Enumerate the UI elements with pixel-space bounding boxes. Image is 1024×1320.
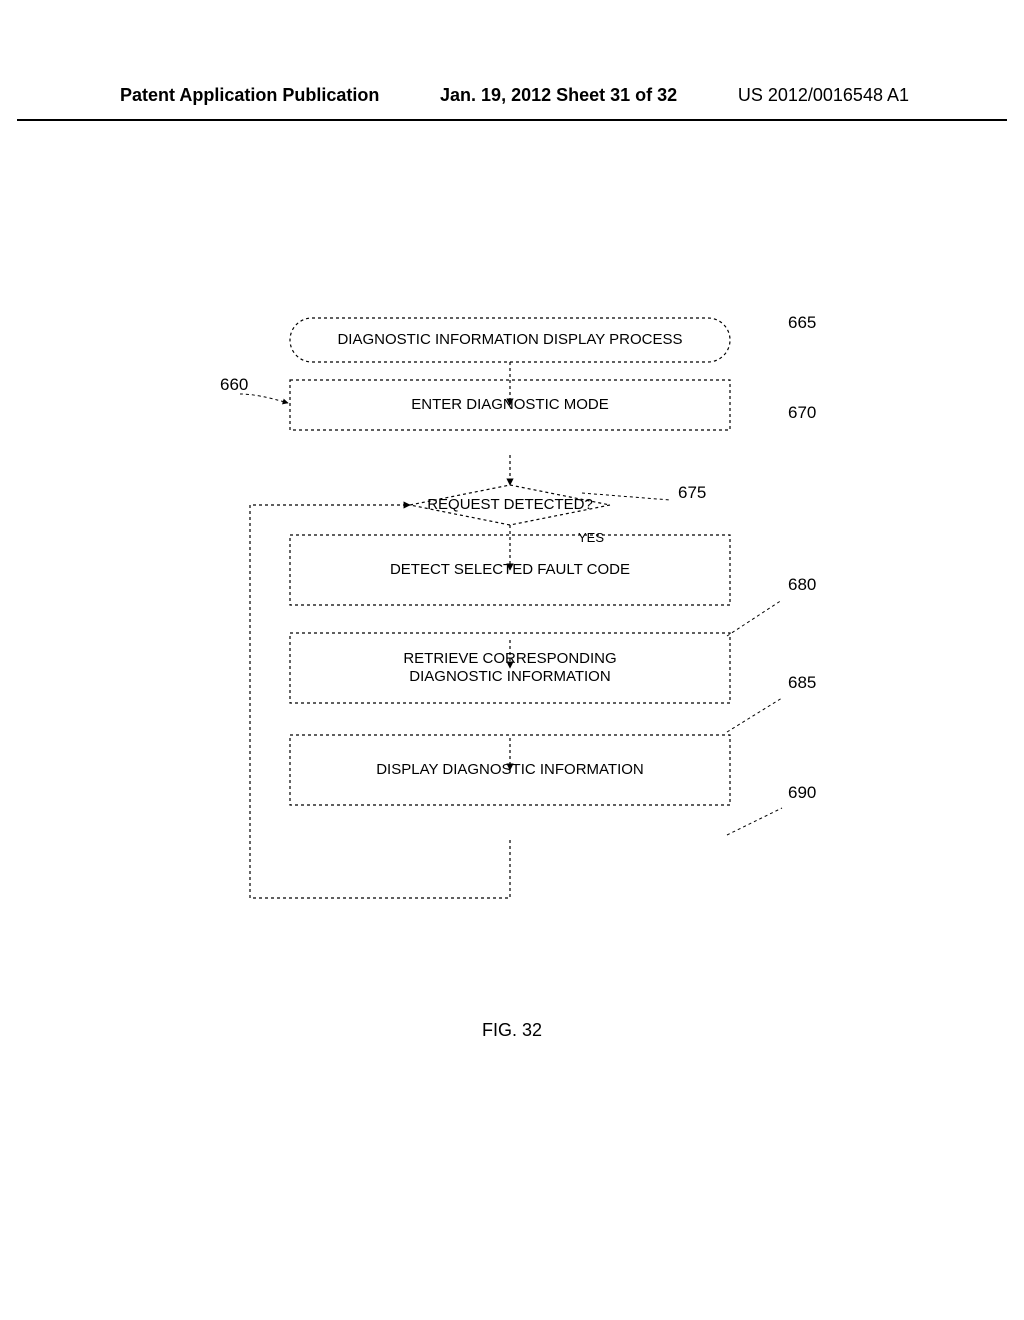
svg-text:DIAGNOSTIC INFORMATION DISPLAY: DIAGNOSTIC INFORMATION DISPLAY PROCESS xyxy=(337,331,682,348)
svg-text:YES: YES xyxy=(578,530,604,545)
header-left: Patent Application Publication xyxy=(120,85,379,106)
header-center: Jan. 19, 2012 Sheet 31 of 32 xyxy=(440,85,677,106)
figure-caption: FIG. 32 xyxy=(0,1020,1024,1041)
svg-text:670: 670 xyxy=(788,403,816,422)
header-rule xyxy=(17,119,1007,121)
svg-text:665: 665 xyxy=(788,313,816,332)
svg-text:REQUEST DETECTED?: REQUEST DETECTED? xyxy=(427,496,593,513)
svg-text:DIAGNOSTIC INFORMATION: DIAGNOSTIC INFORMATION xyxy=(409,668,610,685)
svg-text:680: 680 xyxy=(788,575,816,594)
svg-text:685: 685 xyxy=(788,673,816,692)
svg-text:660: 660 xyxy=(220,375,248,394)
header-right: US 2012/0016548 A1 xyxy=(738,85,909,106)
figure-area: DIAGNOSTIC INFORMATION DISPLAY PROCESS 66… xyxy=(210,310,850,1015)
flowchart-svg: DIAGNOSTIC INFORMATION DISPLAY PROCESS 66… xyxy=(210,310,850,1010)
page-header: Patent Application Publication Jan. 19, … xyxy=(0,85,1024,106)
svg-text:690: 690 xyxy=(788,783,816,802)
svg-text:675: 675 xyxy=(678,483,706,502)
